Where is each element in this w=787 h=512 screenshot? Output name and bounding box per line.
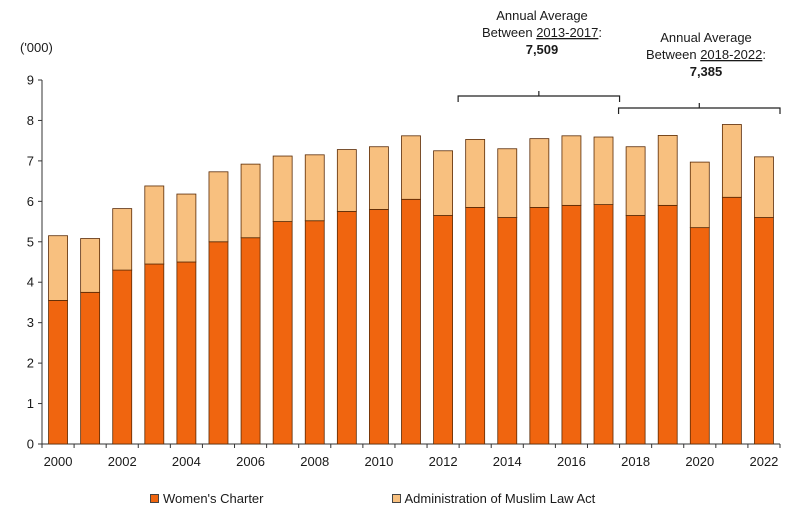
annotation-prefix: Between xyxy=(646,47,700,62)
bar-amla xyxy=(48,235,68,301)
bar-amla xyxy=(401,135,421,200)
bar-womens-charter xyxy=(561,204,582,445)
x-tick-label: 2002 xyxy=(108,454,137,469)
bar-womens-charter xyxy=(208,241,229,445)
y-tick-label: 7 xyxy=(27,153,34,168)
bar-womens-charter xyxy=(529,206,550,445)
bar-womens-charter xyxy=(657,204,678,445)
bar-womens-charter xyxy=(401,198,421,445)
y-tick-label: 8 xyxy=(27,113,34,128)
annotation-2: Annual Average Between 2018-2022: 7,385 xyxy=(617,30,781,114)
bar-womens-charter xyxy=(80,291,101,445)
annotation-value: 7,385 xyxy=(690,64,723,79)
bar-amla xyxy=(336,149,357,212)
legend-label-amla: Administration of Muslim Law Act xyxy=(404,491,596,506)
bar-amla xyxy=(561,135,582,206)
annotation-suffix: : xyxy=(598,25,602,40)
bar-amla xyxy=(240,163,261,239)
annotation-range: 2018-2022 xyxy=(700,47,762,62)
x-tick-label: 2004 xyxy=(172,454,201,469)
annotation-suffix: : xyxy=(762,47,766,62)
x-tick-label: 2006 xyxy=(236,454,265,469)
bar-womens-charter xyxy=(593,204,614,445)
bar-amla xyxy=(721,124,742,198)
bar-amla xyxy=(754,156,774,218)
x-tick-label: 2016 xyxy=(557,454,586,469)
bar-amla xyxy=(208,171,229,243)
legend-swatch-womens-charter xyxy=(150,494,159,503)
legend-label-womens-charter: Women's Charter xyxy=(163,491,264,506)
stacked-bar-chart: ('000) 0 1 2 3 4 5 6 7 8 9 2000 2002 2004 2006 2008 2010… xyxy=(20,8,781,469)
bar-womens-charter xyxy=(336,211,357,445)
bar-amla xyxy=(272,155,293,222)
x-tick-label: 2008 xyxy=(300,454,329,469)
x-tick-label: 2014 xyxy=(493,454,522,469)
bar-womens-charter xyxy=(721,196,742,445)
bar-womens-charter xyxy=(48,300,68,445)
bar-womens-charter xyxy=(176,261,197,445)
bar-amla xyxy=(689,161,710,229)
x-tick-label: 2012 xyxy=(429,454,458,469)
legend: Women's Charter Administration of Muslim… xyxy=(150,491,723,506)
legend-swatch-amla xyxy=(391,494,401,503)
bar-womens-charter xyxy=(433,215,453,445)
bar-amla xyxy=(80,238,101,293)
bar-amla xyxy=(369,146,389,210)
bar-amla xyxy=(433,150,453,216)
bar-womens-charter xyxy=(369,209,389,445)
bar-amla xyxy=(144,185,165,265)
x-tick-label: 2018 xyxy=(621,454,650,469)
bar-womens-charter xyxy=(304,220,325,445)
bar-amla xyxy=(112,208,133,271)
annotation-bracket xyxy=(457,91,621,102)
legend-item-amla: Administration of Muslim Law Act xyxy=(391,491,596,506)
bar-womens-charter xyxy=(754,217,774,445)
bar-womens-charter xyxy=(144,263,165,445)
bar-amla xyxy=(529,138,550,208)
annotation-prefix: Between xyxy=(482,25,536,40)
y-tick-label: 3 xyxy=(27,315,34,330)
y-tick-label: 2 xyxy=(27,356,34,371)
bar-womens-charter xyxy=(272,221,293,445)
bar-amla xyxy=(497,148,518,218)
legend-item-womens-charter: Women's Charter xyxy=(150,491,264,506)
y-tick-label: 6 xyxy=(27,194,34,209)
y-tick-label: 1 xyxy=(27,396,34,411)
annotation-line2: Between 2013-2017: xyxy=(482,25,602,40)
bar-amla xyxy=(593,136,614,205)
annotation-1: Annual Average Between 2013-2017: 7,509 xyxy=(457,8,621,102)
annotation-line1: Annual Average xyxy=(496,8,588,23)
x-tick-label: 2000 xyxy=(44,454,73,469)
y-tick-label: 4 xyxy=(27,275,34,290)
bar-amla xyxy=(657,135,678,206)
x-tick-label: 2010 xyxy=(364,454,393,469)
bar-womens-charter xyxy=(625,215,646,445)
bar-womens-charter xyxy=(689,227,710,445)
bar-amla xyxy=(465,139,486,208)
annotation-bracket xyxy=(617,103,781,114)
y-tick-label: 5 xyxy=(27,234,34,249)
bar-amla xyxy=(176,193,197,263)
annotation-line2: Between 2018-2022: xyxy=(646,47,766,62)
annotation-line1: Annual Average xyxy=(660,30,752,45)
x-tick-label: 2022 xyxy=(749,454,778,469)
x-tick-label: 2020 xyxy=(685,454,714,469)
bar-womens-charter xyxy=(497,217,518,445)
y-axis-unit-label: ('000) xyxy=(20,40,53,55)
y-tick-label: 9 xyxy=(27,73,34,88)
y-tick-label: 0 xyxy=(27,437,34,452)
bar-womens-charter xyxy=(240,237,261,445)
bar-amla xyxy=(625,146,646,216)
bar-womens-charter xyxy=(465,206,486,445)
bar-womens-charter xyxy=(112,269,133,445)
annotation-value: 7,509 xyxy=(526,42,559,57)
bar-amla xyxy=(304,154,325,222)
annotation-range: 2013-2017 xyxy=(536,25,598,40)
